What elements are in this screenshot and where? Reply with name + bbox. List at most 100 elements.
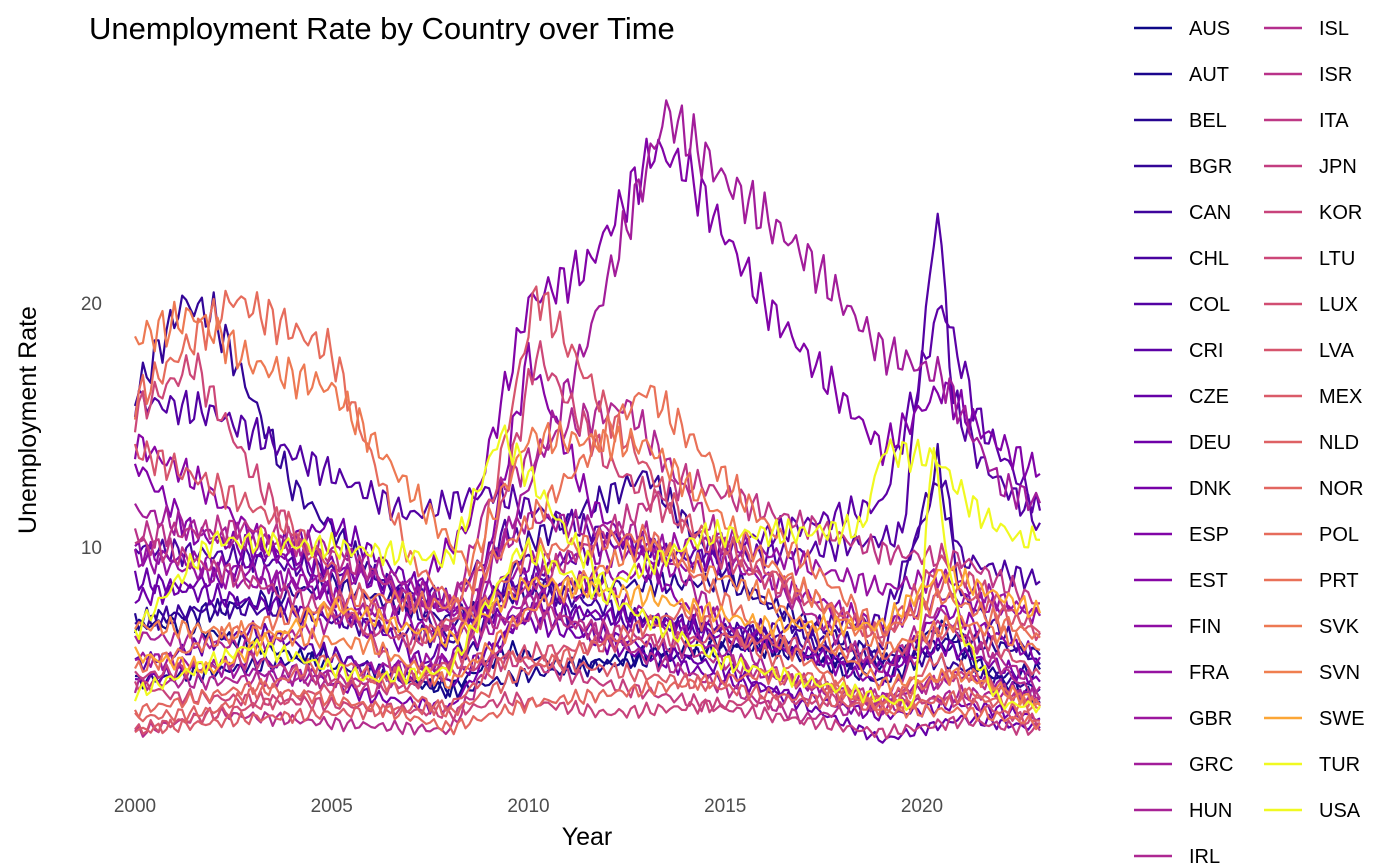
legend-label: CHL [1189, 248, 1229, 270]
legend-item-ltu: LTU [1264, 248, 1355, 270]
legend-item-cze: CZE [1134, 386, 1229, 408]
legend-label: ISR [1319, 64, 1352, 86]
legend-label: AUT [1189, 64, 1229, 86]
legend-label: POL [1319, 524, 1359, 546]
legend-label: COL [1189, 294, 1230, 316]
legend-label: MEX [1319, 386, 1362, 408]
legend-label: KOR [1319, 202, 1362, 224]
series-line-svk [134, 300, 1041, 661]
series-line-prt [134, 384, 1041, 674]
legend-label: GRC [1189, 754, 1233, 776]
series-line-cri [134, 304, 1042, 685]
legend-item-mex: MEX [1264, 386, 1362, 408]
legend-label: CZE [1189, 386, 1229, 408]
legend-label: LVA [1319, 340, 1354, 362]
series-line-est [133, 341, 1041, 688]
legend-label: LUX [1319, 294, 1358, 316]
legend-item-pol: POL [1264, 524, 1359, 546]
legend-item-dnk: DNK [1134, 478, 1232, 500]
legend-label: BEL [1189, 110, 1227, 132]
legend-item-esp: ESP [1134, 524, 1229, 546]
legend-item-deu: DEU [1134, 432, 1231, 454]
series-line-hun [134, 508, 1041, 716]
legend-label: HUN [1189, 800, 1232, 822]
legend-label: USA [1319, 800, 1361, 822]
legend-label: CRI [1189, 340, 1223, 362]
y-tick-label: 20 [81, 294, 102, 315]
legend-label: LTU [1319, 248, 1355, 270]
x-tick-label: 2015 [704, 796, 746, 817]
legend-label: SWE [1319, 708, 1365, 730]
legend-label: FIN [1189, 616, 1221, 638]
legend-label: CAN [1189, 202, 1231, 224]
legend-item-fra: FRA [1134, 662, 1230, 684]
legend-item-bgr: BGR [1134, 156, 1232, 178]
series-line-aut [134, 638, 1041, 700]
legend-label: PRT [1319, 570, 1359, 592]
legend-label: ISL [1319, 18, 1349, 40]
legend-label: TUR [1319, 754, 1360, 776]
legend-item-isl: ISL [1264, 18, 1349, 40]
legend-item-aus: AUS [1134, 18, 1230, 40]
legend-item-cri: CRI [1134, 340, 1223, 362]
legend-label: ITA [1319, 110, 1349, 132]
series-line-cze [133, 567, 1041, 744]
legend-item-est: EST [1134, 570, 1228, 592]
x-axis-ticks: 2000 2005 2010 2015 2020 [114, 796, 943, 817]
series-line-pol [133, 289, 1041, 731]
legend-item-nld: NLD [1264, 432, 1359, 454]
legend-label: IRL [1189, 846, 1220, 865]
legend-item-gbr: GBR [1134, 708, 1232, 730]
legend-label: JPN [1319, 156, 1357, 178]
x-axis-title: Year [562, 823, 613, 851]
series-line-nor [134, 659, 1041, 736]
legend-item-swe: SWE [1264, 708, 1365, 730]
legend-label: FRA [1189, 662, 1230, 684]
legend-label: NLD [1319, 432, 1359, 454]
legend-item-aut: AUT [1134, 64, 1229, 86]
legend-item-usa: USA [1264, 800, 1361, 822]
y-tick-label: 10 [81, 538, 102, 559]
legend-item-fin: FIN [1134, 616, 1221, 638]
x-tick-label: 2020 [901, 796, 943, 817]
series-line-lux [134, 623, 1041, 736]
legend-label: AUS [1189, 18, 1230, 40]
legend-label: BGR [1189, 156, 1232, 178]
legend-item-tur: TUR [1264, 754, 1360, 776]
legend-label: ESP [1189, 524, 1229, 546]
legend-label: NOR [1319, 478, 1363, 500]
legend-label: SVN [1319, 662, 1360, 684]
legend-item-hun: HUN [1134, 800, 1232, 822]
legend-item-irl: IRL [1134, 846, 1220, 865]
series-line-jpn [134, 649, 1041, 740]
y-axis-title: Unemployment Rate [14, 306, 42, 534]
series-line-mex [134, 650, 1041, 735]
series-line-ita [134, 462, 1040, 649]
legend-item-jpn: JPN [1264, 156, 1357, 178]
legend-item-chl: CHL [1134, 248, 1229, 270]
x-tick-label: 2005 [311, 796, 353, 817]
legend-item-ita: ITA [1264, 110, 1349, 132]
legend-item-lux: LUX [1264, 294, 1358, 316]
y-axis-ticks: 10 20 [81, 294, 102, 559]
legend-label: DEU [1189, 432, 1231, 454]
legend-item-svn: SVN [1264, 662, 1360, 684]
legend-label: EST [1189, 570, 1228, 592]
legend-item-bel: BEL [1134, 110, 1227, 132]
series-line-usa [133, 447, 1041, 714]
series-line-chl [134, 479, 1041, 641]
legend-item-grc: GRC [1134, 754, 1233, 776]
series-line-fra [133, 526, 1041, 617]
chart-title: Unemployment Rate by Country over Time [89, 11, 675, 46]
legend-item-svk: SVK [1264, 616, 1360, 638]
legend-item-kor: KOR [1264, 202, 1362, 224]
legend-item-nor: NOR [1264, 478, 1363, 500]
legend-label: DNK [1189, 478, 1232, 500]
legend-item-can: CAN [1134, 202, 1231, 224]
x-tick-label: 2000 [114, 796, 156, 817]
legend-label: GBR [1189, 708, 1232, 730]
legend-item-isr: ISR [1264, 64, 1352, 86]
series-line-irl [133, 399, 1041, 694]
legend: AUS AUT BEL BGR CAN CHL COL CRI CZE DEU DNK ESP EST F… [1134, 18, 1365, 865]
